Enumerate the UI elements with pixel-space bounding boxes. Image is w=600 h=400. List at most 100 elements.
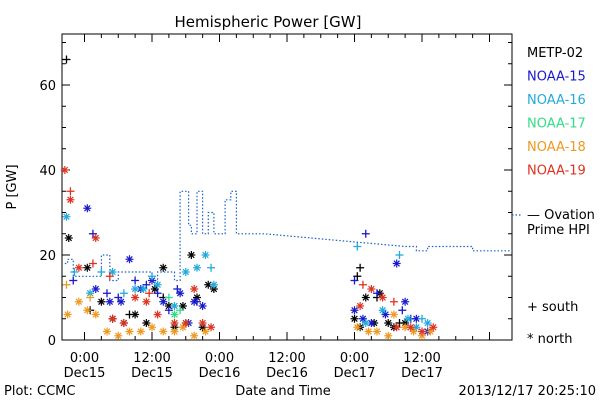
noaa-18-north-point	[373, 327, 381, 336]
x-tick-time-label: 0:00	[340, 351, 369, 366]
metp-02-north-point	[187, 251, 196, 259]
noaa-19-north-point	[406, 323, 415, 332]
noaa-18-north-point	[63, 310, 72, 319]
star-arm	[210, 281, 218, 289]
star-arm	[131, 285, 139, 293]
metp-02-north-point	[83, 263, 92, 272]
noaa-15-north-point	[148, 276, 156, 285]
noaa-15-north-point	[159, 297, 168, 306]
star-arm	[207, 323, 215, 331]
metp-02-north-point	[193, 293, 201, 302]
noaa-16-north-point	[423, 319, 432, 327]
noaa-15-north-point	[117, 297, 126, 306]
star-arm	[171, 311, 178, 318]
noaa-15-north-point	[392, 259, 401, 268]
star-arm	[106, 298, 114, 306]
noaa-15-north-point	[83, 204, 92, 213]
noaa-16-north-point	[170, 302, 179, 310]
noaa-16-south-point	[97, 268, 106, 276]
metp-02-south-point	[356, 263, 365, 272]
noaa-19-north-point	[119, 319, 128, 327]
noaa-15-north-point	[198, 302, 207, 310]
star-arm	[182, 319, 190, 327]
star-arm	[362, 319, 370, 327]
x-tick-date-label: Dec16	[266, 366, 308, 381]
star-arm	[109, 315, 116, 323]
star-arm	[67, 196, 74, 204]
star-arm	[179, 302, 187, 310]
metp-02-north-point	[142, 319, 151, 327]
marker-legend: + south * north	[527, 300, 578, 347]
noaa-15-north-point	[190, 297, 199, 306]
star-arm	[151, 285, 159, 293]
star-arm	[362, 294, 370, 301]
noaa-16-north-point	[403, 314, 412, 323]
legend-entry: METP-02	[527, 46, 583, 61]
noaa-19-north-point	[367, 285, 376, 293]
star-arm	[373, 328, 381, 335]
noaa-19-north-point	[418, 327, 426, 336]
noaa-15-south-point	[350, 276, 359, 285]
marker-legend-south: + south	[527, 300, 578, 315]
star-arm	[365, 328, 372, 335]
noaa-15-north-point	[401, 297, 410, 306]
y-axis-label: P [GW]	[5, 164, 20, 209]
star-arm	[393, 260, 400, 267]
star-arm	[190, 285, 198, 293]
metp-02-north-point	[64, 234, 73, 242]
legend-entry: NOAA-16	[527, 93, 586, 108]
noaa-18-north-point	[389, 310, 398, 319]
star-arm	[98, 298, 105, 306]
noaa-16-north-point	[108, 268, 117, 276]
star-arm	[109, 268, 116, 276]
star-arm	[404, 315, 412, 323]
ovation-legend-line1: — Ovation	[527, 208, 595, 223]
x-axis: 0:00Dec1512:00Dec150:00Dec1612:00Dec160:…	[64, 34, 490, 381]
x-tick-date-label: Dec17	[334, 366, 376, 381]
noaa-18-north-point	[353, 323, 362, 332]
noaa-19-north-point	[181, 319, 190, 327]
x-tick-date-label: Dec17	[401, 366, 443, 381]
star-arm	[393, 323, 400, 331]
plot-credit: Plot: CCMC	[4, 384, 75, 399]
noaa-16-south-point	[119, 289, 128, 298]
star-arm	[401, 323, 409, 331]
legend: METP-02 NOAA-15 NOAA-16 NOAA-17 NOAA-18 NOAA-…	[527, 46, 586, 179]
star-arm	[92, 234, 100, 242]
noaa-19-south-point	[389, 297, 398, 306]
star-arm	[179, 323, 187, 331]
star-arm	[382, 311, 389, 318]
noaa-19-north-point	[378, 293, 387, 302]
star-arm	[359, 315, 367, 323]
star-arm	[190, 332, 198, 340]
noaa-16-south-point	[353, 242, 362, 251]
star-arm	[63, 213, 70, 221]
noaa-16-south-point	[148, 272, 156, 281]
noaa-19-north-point	[108, 314, 117, 323]
noaa-18-north-point	[384, 331, 393, 340]
x-tick-date-label: Dec16	[199, 366, 241, 381]
y-tick-label: 60	[39, 79, 56, 94]
star-arm	[165, 302, 173, 310]
noaa-15-north-point	[91, 285, 100, 293]
noaa-18-north-point	[409, 327, 418, 336]
star-arm	[193, 264, 201, 272]
noaa-19-north-point	[170, 319, 179, 327]
metp-02-north-point	[97, 297, 106, 306]
noaa-16-north-point	[209, 280, 218, 289]
star-arm	[176, 289, 184, 297]
star-arm	[137, 328, 145, 335]
noaa-19-north-point	[207, 323, 216, 332]
star-arm	[64, 311, 71, 318]
star-arm	[188, 251, 195, 259]
metp-02-north-point	[131, 310, 140, 319]
star-arm	[114, 332, 122, 340]
star-arm	[204, 281, 212, 289]
star-arm	[424, 319, 431, 327]
ovation-legend-line2: Prime HPI	[527, 223, 590, 238]
legend-entry: NOAA-18	[527, 140, 586, 155]
x-tick-time-label: 0:00	[205, 351, 234, 366]
legend-entry: NOAA-19	[527, 164, 586, 179]
star-arm	[143, 298, 150, 306]
